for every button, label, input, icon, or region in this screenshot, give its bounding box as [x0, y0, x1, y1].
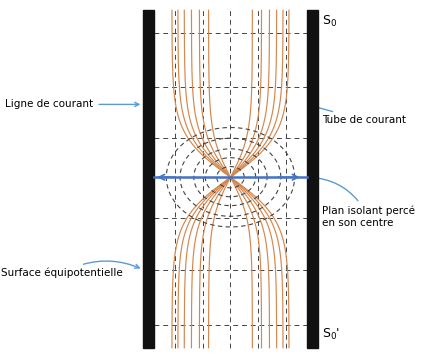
Text: Plan isolant percé
en son centre: Plan isolant percé en son centre	[311, 176, 415, 228]
Text: Surface équipotentielle: Surface équipotentielle	[1, 261, 139, 278]
Text: Tube de courant: Tube de courant	[311, 105, 406, 125]
Text: Ligne de courant: Ligne de courant	[6, 100, 139, 110]
Text: S$_0$': S$_0$'	[322, 327, 340, 342]
Text: S$_0$: S$_0$	[322, 14, 337, 29]
Bar	[307, 10, 318, 348]
Bar	[143, 10, 154, 348]
